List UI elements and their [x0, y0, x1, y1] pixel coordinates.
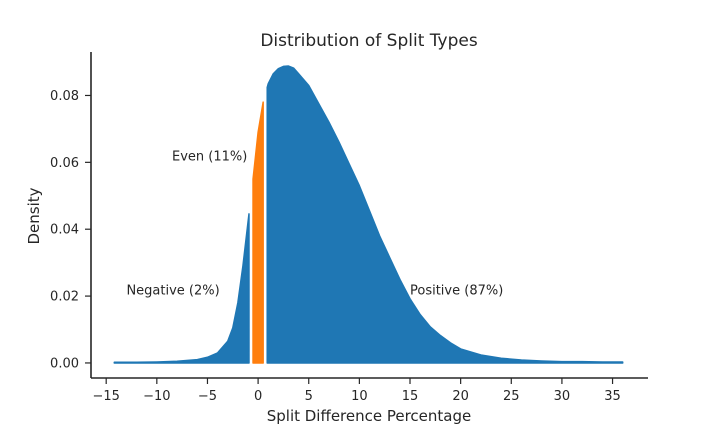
x-tick-label: −5: [198, 389, 217, 404]
annotation-label: Negative (2%): [126, 283, 219, 298]
area-positive: [266, 65, 624, 364]
annotations: Negative (2%) Even (11%) Positive (87%): [126, 150, 503, 299]
x-tick-label: 30: [554, 389, 571, 404]
area-even: [252, 101, 264, 364]
x-axis-label: Split Difference Percentage: [267, 407, 472, 425]
x-tick-label: 0: [254, 389, 262, 404]
x-tick-label: 15: [402, 389, 419, 404]
x-tick-label: 10: [351, 389, 368, 404]
x-tick-label: −15: [92, 389, 119, 404]
chart-title: Distribution of Split Types: [260, 31, 478, 51]
y-tick-label: 0.00: [50, 356, 79, 371]
x-tick-label: 20: [452, 389, 469, 404]
y-tick-label: 0.08: [50, 89, 79, 104]
annotation-label: Positive (87%): [410, 283, 503, 298]
y-tick-label: 0.06: [50, 156, 79, 171]
y-tick-label: 0.02: [50, 290, 79, 305]
x-tick-label: −10: [143, 389, 170, 404]
area-negative: [113, 213, 250, 364]
x-axis: −15 −10 −5 0 5 10 15 20 25 30 35: [91, 377, 648, 404]
density-areas: [113, 65, 624, 364]
y-tick-label: 0.04: [50, 223, 79, 238]
annotation-label: Even (11%): [172, 150, 247, 165]
x-tick-label: 5: [305, 389, 313, 404]
y-axis: 0.00 0.02 0.04 0.06 0.08: [50, 52, 92, 378]
x-tick-label: 35: [604, 389, 621, 404]
x-tick-label: 25: [503, 389, 520, 404]
y-axis-label: Density: [25, 187, 43, 244]
